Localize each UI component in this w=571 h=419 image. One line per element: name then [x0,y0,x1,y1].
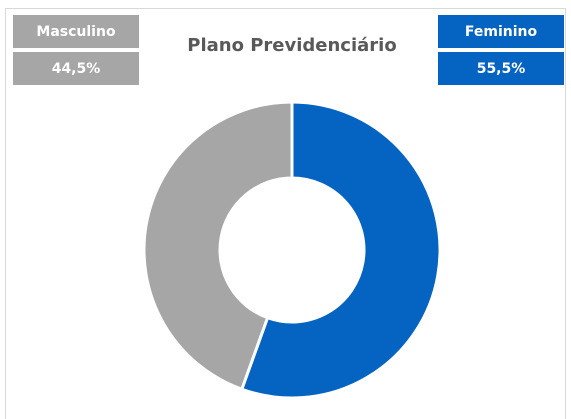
value-label: 44,5% [52,61,101,77]
donut-segment [142,100,294,392]
chart-title: Plano Previdenciário [187,35,396,56]
legend-box [438,15,564,48]
value-box [13,52,139,85]
value-box [438,52,564,85]
value-label: 55,5% [477,61,526,77]
legend-label: Feminino [465,24,538,40]
donut-segment [239,100,442,400]
legend-label: Masculino [36,24,116,40]
legend-box [13,15,139,48]
